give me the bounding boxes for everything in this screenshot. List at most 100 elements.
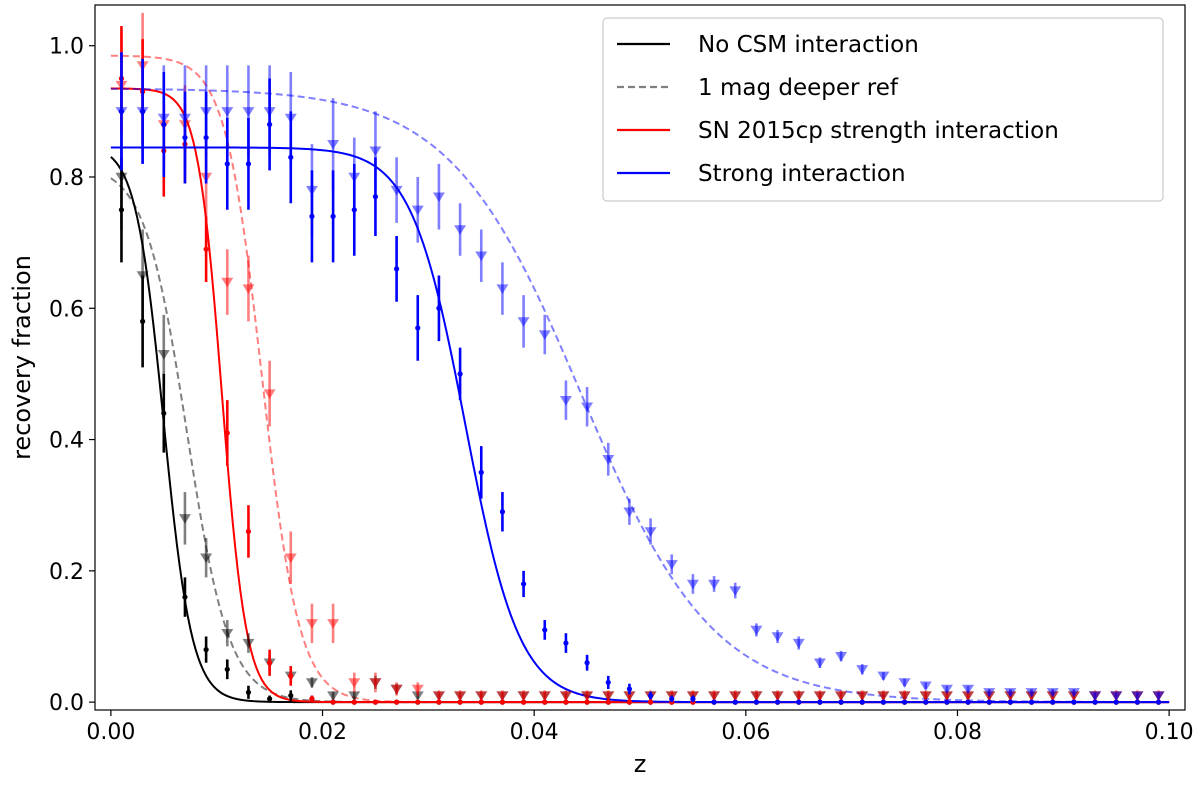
legend-label-1: 1 mag deeper ref <box>698 75 899 101</box>
data-point-triangle <box>178 113 191 124</box>
data-point-dot <box>817 699 823 705</box>
data-point-dot <box>161 410 167 416</box>
data-point-dot <box>901 699 908 705</box>
data-point-triangle <box>623 507 636 518</box>
data-point-triangle <box>136 107 149 117</box>
data-point-dot <box>351 699 357 705</box>
data-point-dot <box>965 699 971 705</box>
data-point-dot <box>245 161 252 167</box>
data-point-dot <box>796 699 802 705</box>
x-tick-label: 0.04 <box>510 720 559 745</box>
data-point-triangle <box>390 684 403 695</box>
data-point-triangle <box>327 619 340 629</box>
data-point-triangle <box>411 691 424 701</box>
legend-box <box>602 17 1164 202</box>
y-tick-label: 0.6 <box>49 297 84 322</box>
data-point-dot <box>499 699 506 705</box>
data-point-triangle <box>771 691 784 701</box>
data-point-triangle <box>813 691 826 701</box>
data-point-dot <box>584 660 590 666</box>
fit-curve-5 <box>110 87 1170 704</box>
data-point-triangle <box>1067 688 1080 698</box>
data-point-dot <box>1071 699 1077 705</box>
data-point-triangle <box>1025 688 1038 698</box>
data-point-triangle <box>581 691 594 701</box>
fit-curve-4 <box>110 146 1170 704</box>
data-point-triangle <box>411 684 424 695</box>
data-point-dot <box>499 509 506 515</box>
plot-marks <box>110 12 1170 705</box>
data-point-triangle <box>750 625 763 636</box>
data-point-dot <box>267 696 273 702</box>
data-point-triangle <box>898 678 911 688</box>
point-series-5 <box>115 52 1165 701</box>
legend: No CSM interaction 1 mag deeper ref SN 201… <box>602 17 1164 202</box>
data-point-triangle <box>432 691 445 701</box>
data-point-triangle <box>983 688 996 698</box>
legend-label-0: No CSM interaction <box>698 32 919 58</box>
data-point-triangle <box>835 651 848 662</box>
data-point-triangle <box>708 579 721 590</box>
data-point-triangle <box>242 638 255 649</box>
data-point-dot <box>203 647 209 653</box>
data-point-triangle <box>221 628 234 639</box>
data-point-triangle <box>644 527 657 537</box>
data-point-triangle <box>496 691 509 701</box>
data-point-dot <box>542 627 548 633</box>
plot-area <box>110 12 1170 705</box>
data-point-triangle <box>602 455 615 465</box>
data-point-triangle <box>200 553 213 564</box>
data-point-triangle <box>771 632 784 642</box>
data-point-triangle <box>115 172 128 183</box>
data-point-triangle <box>729 691 742 701</box>
data-point-triangle <box>305 185 318 196</box>
data-point-triangle <box>538 330 551 340</box>
data-point-dot <box>542 699 548 705</box>
data-point-triangle <box>940 684 953 695</box>
y-axis-label: recovery fraction <box>8 255 36 460</box>
data-point-dot <box>690 696 696 702</box>
data-point-triangle <box>1131 691 1144 701</box>
x-tick-label: 0.02 <box>298 720 347 745</box>
y-tick-label: 0.0 <box>49 691 84 716</box>
legend-label-3: Strong interaction <box>698 161 906 187</box>
x-tick-label: 0.08 <box>933 720 982 745</box>
data-point-triangle <box>517 691 530 701</box>
data-point-dot <box>330 699 336 705</box>
data-point-triangle <box>877 671 890 682</box>
data-point-triangle <box>242 284 255 294</box>
data-point-triangle <box>919 681 932 692</box>
data-point-triangle <box>178 514 191 524</box>
data-point-triangle <box>792 638 805 649</box>
data-point-triangle <box>327 139 340 150</box>
data-point-triangle <box>284 553 297 564</box>
data-point-triangle <box>559 691 572 701</box>
data-point-triangle <box>538 691 551 701</box>
data-point-dot <box>394 266 400 272</box>
data-point-triangle <box>1152 691 1165 701</box>
data-point-dot <box>394 699 400 705</box>
data-point-dot <box>203 246 209 252</box>
data-point-triangle <box>305 619 318 629</box>
data-point-dot <box>753 699 760 705</box>
x-tick-label: 0.00 <box>86 720 135 745</box>
data-point-triangle <box>940 691 953 701</box>
data-point-triangle <box>1046 688 1059 698</box>
data-point-dot <box>436 305 442 311</box>
data-point-triangle <box>157 113 170 124</box>
data-point-triangle <box>221 107 234 117</box>
data-point-triangle <box>390 185 403 196</box>
data-point-triangle <box>242 107 255 117</box>
data-point-dot <box>245 528 252 535</box>
y-tick-label: 0.2 <box>49 560 84 585</box>
data-point-triangle <box>962 684 975 695</box>
data-point-dot <box>288 692 294 699</box>
data-point-triangle <box>305 678 318 688</box>
data-point-triangle <box>348 678 361 688</box>
data-point-triangle <box>327 691 340 701</box>
data-point-dot <box>923 699 929 705</box>
data-point-dot <box>372 699 379 705</box>
data-point-triangle <box>454 691 467 701</box>
data-point-triangle <box>792 691 805 701</box>
